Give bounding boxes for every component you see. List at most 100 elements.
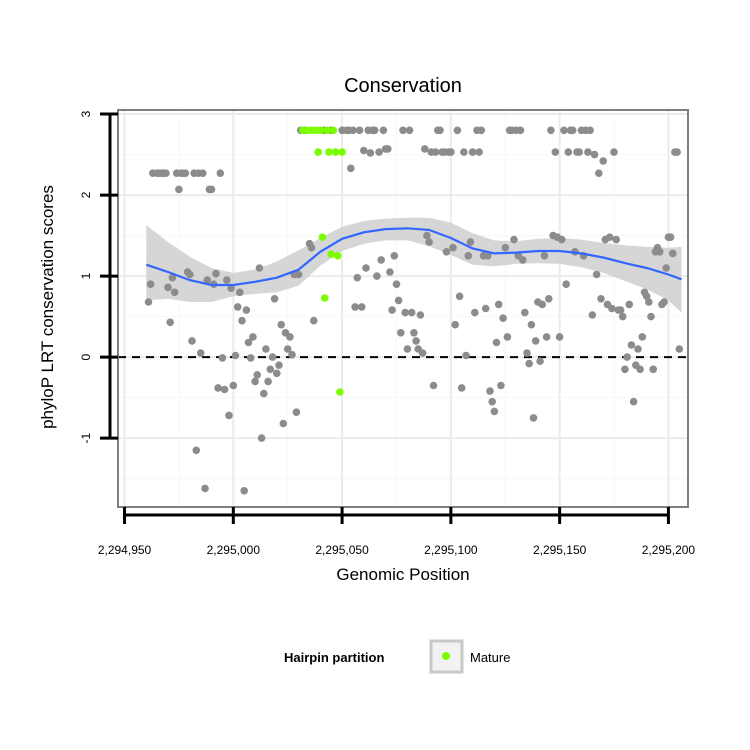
point-other (146, 280, 155, 289)
point-other (449, 243, 457, 252)
point-other (486, 387, 494, 395)
point-other (218, 354, 227, 362)
point-other (645, 298, 653, 306)
point-other (627, 341, 636, 349)
point-other (181, 169, 190, 177)
point-other (466, 238, 475, 246)
point-other (666, 233, 675, 241)
x-tick-label: 2,295,000 (207, 543, 261, 557)
plot-panel (117, 109, 689, 508)
point-other (260, 389, 268, 398)
point-other (347, 164, 355, 173)
point-mature (320, 294, 329, 302)
panel-background (118, 110, 688, 507)
point-other (253, 371, 261, 379)
point-other (616, 306, 625, 314)
point-other (647, 312, 655, 321)
point-other (660, 298, 668, 306)
point-other (545, 295, 553, 303)
point-other (264, 377, 272, 386)
point-other (370, 126, 379, 135)
point-other (255, 264, 264, 272)
point-other (555, 333, 564, 341)
y-tick-label: 0 (79, 353, 93, 360)
point-other (551, 148, 560, 156)
point-other (649, 365, 657, 374)
point-other (536, 357, 544, 366)
point-other (164, 283, 172, 292)
point-other (270, 295, 279, 303)
x-tick-label: 2,295,200 (642, 543, 696, 557)
point-other (629, 397, 638, 406)
point-other (242, 306, 251, 314)
point-mature (338, 148, 346, 156)
point-other (464, 252, 473, 260)
point-other (268, 353, 277, 361)
point-other (373, 272, 381, 280)
point-other (642, 292, 651, 301)
point-other (292, 408, 301, 417)
grid-lines (118, 110, 688, 507)
point-other (377, 256, 386, 264)
point-other (634, 345, 642, 353)
legend-mature-swatch (442, 652, 450, 660)
point-other (170, 288, 179, 297)
point-other (175, 185, 183, 194)
point-other (166, 318, 174, 327)
point-other (471, 308, 479, 317)
point-other (675, 345, 684, 353)
point-other (351, 303, 359, 311)
point-other (531, 337, 540, 345)
point-other (610, 148, 618, 156)
point-other (233, 303, 242, 311)
point-other (199, 169, 207, 177)
x-tick-label: 2,295,050 (315, 543, 369, 557)
point-other (623, 353, 631, 361)
point-other (375, 148, 383, 156)
y-tick-label: -1 (79, 432, 93, 443)
point-other (246, 354, 255, 362)
point-other (418, 349, 427, 357)
point-other (673, 148, 681, 156)
point-other (523, 349, 531, 357)
point-other (240, 487, 248, 495)
point-other (425, 238, 433, 246)
chart-title: Conservation (344, 75, 462, 97)
point-other (355, 126, 364, 135)
point-other (201, 484, 209, 493)
point-other (251, 377, 259, 386)
point-other (392, 280, 401, 289)
x-tick-label: 2,295,100 (424, 543, 478, 557)
point-other (501, 243, 510, 252)
point-other (503, 333, 512, 341)
point-other (575, 148, 583, 156)
point-other (451, 320, 460, 329)
point-other (497, 381, 505, 390)
point-other (362, 264, 370, 272)
point-other (407, 308, 416, 317)
point-other (410, 329, 418, 337)
point-other (229, 381, 238, 390)
x-tick-label: 2,294,950 (98, 543, 152, 557)
point-other (516, 126, 525, 135)
smooth-trend-line (145, 227, 682, 287)
point-other (188, 337, 196, 345)
point-other (547, 126, 555, 135)
point-other (521, 308, 529, 317)
point-other (397, 329, 405, 337)
point-other (460, 148, 468, 156)
point-other (286, 333, 294, 341)
point-other (401, 308, 410, 317)
point-other (423, 231, 431, 240)
point-other (558, 235, 566, 244)
point-mature (323, 126, 331, 135)
point-other (638, 333, 647, 341)
point-other (257, 434, 266, 442)
point-other (386, 268, 394, 276)
point-other (236, 288, 244, 297)
legend: Hairpin partition Mature (284, 639, 510, 674)
point-other (529, 414, 538, 422)
point-other (279, 419, 288, 428)
point-other (249, 333, 257, 341)
point-other (231, 351, 240, 360)
